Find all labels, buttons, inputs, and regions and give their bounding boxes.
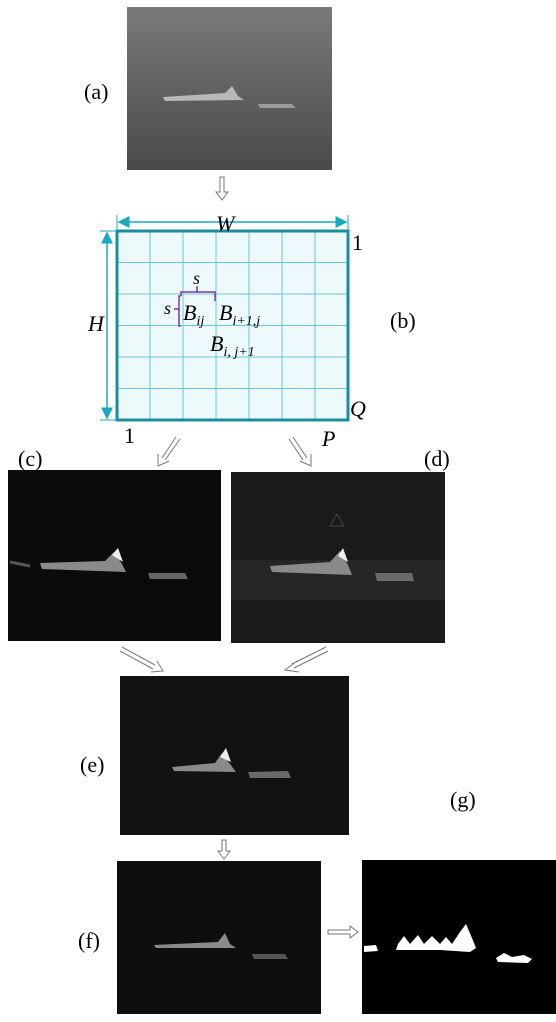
- s-label: s: [164, 298, 171, 318]
- image-a: [127, 7, 332, 170]
- panel-label: (g): [450, 787, 476, 812]
- block-sub: i+1,j: [232, 314, 260, 329]
- panel-label: (a): [84, 79, 108, 104]
- s-label: s: [193, 268, 200, 288]
- corner-label: 1: [352, 230, 363, 255]
- q-label: Q: [350, 396, 366, 421]
- figure: (a) W H 1 1 Q P s s Bij Bi+1,j Bi, j+1 (…: [0, 0, 556, 1017]
- arrow: [328, 926, 358, 938]
- panel-label: (c): [18, 446, 42, 471]
- corner-label: 1: [124, 423, 135, 448]
- panel-label: (d): [424, 446, 450, 471]
- panel-label: (e): [80, 752, 104, 777]
- block-base: B: [210, 331, 223, 356]
- arrow: [216, 177, 228, 200]
- block-base: B: [183, 300, 196, 325]
- image-c: [8, 470, 221, 641]
- panel-label: (f): [78, 928, 100, 953]
- height-label: H: [87, 311, 105, 336]
- arrow: [120, 647, 328, 672]
- width-label: W: [216, 211, 236, 236]
- image-e: [120, 676, 349, 835]
- block-sub: i, j+1: [223, 345, 254, 360]
- image-g: [362, 860, 556, 1014]
- block-base: B: [219, 300, 232, 325]
- arrow: [218, 840, 230, 859]
- block-sub: ij: [196, 314, 204, 329]
- panel-label: (b): [390, 308, 416, 333]
- image-f: [117, 861, 321, 1014]
- image-d: [231, 472, 445, 643]
- p-label: P: [321, 426, 335, 451]
- arrow: [158, 437, 311, 466]
